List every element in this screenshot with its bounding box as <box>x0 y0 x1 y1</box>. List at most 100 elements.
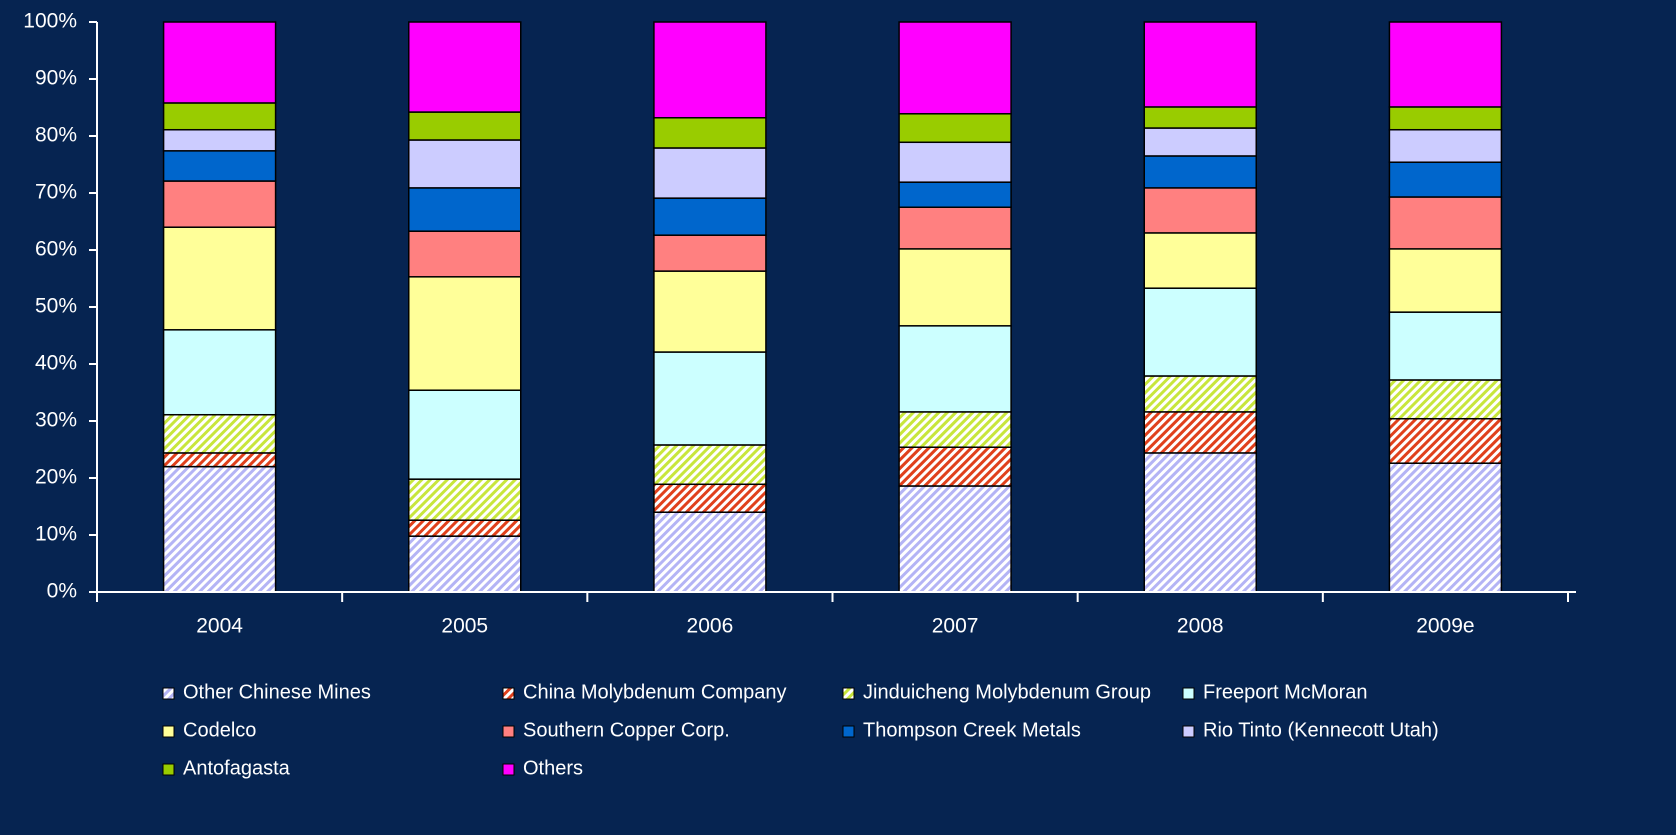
bar-segment <box>1388 379 1503 420</box>
legend-label: Codelco <box>183 719 256 741</box>
y-tick-label: 10% <box>35 523 77 546</box>
bar-segment <box>162 413 277 454</box>
y-tick-label: 20% <box>35 466 77 489</box>
legend-label: Jinduicheng Molybdenum Group <box>863 681 1151 703</box>
bar-segment <box>898 485 1012 593</box>
legend-label: Others <box>523 757 583 779</box>
bar-segment <box>653 444 767 486</box>
legend-swatch <box>502 763 515 776</box>
legend-swatch <box>502 725 515 738</box>
bar-segment <box>1388 248 1503 313</box>
bar-segment <box>653 511 767 593</box>
bar-segment <box>162 226 277 331</box>
bar-segment <box>898 446 1012 487</box>
bar-segment <box>898 113 1012 144</box>
legend-swatch <box>1182 687 1195 700</box>
bar-segment <box>1143 287 1257 377</box>
y-tick-label: 30% <box>35 409 77 432</box>
bar-segment <box>408 478 522 521</box>
x-tick-label: 2008 <box>1177 615 1224 638</box>
legend-swatch <box>842 725 855 738</box>
x-tick-label: 2004 <box>196 615 243 638</box>
bar-segment <box>162 465 277 593</box>
bar-segment <box>898 206 1012 250</box>
bar-segment <box>1388 128 1503 163</box>
legend-label: Freeport McMoran <box>1203 681 1368 703</box>
legend: Other Chinese Mines China Molybdenum Comp… <box>162 681 1439 779</box>
bar-segment <box>162 329 277 416</box>
bar-segment <box>898 325 1012 413</box>
bar-segment <box>1388 196 1503 250</box>
bar-segment <box>162 150 277 182</box>
bar-segment <box>653 21 767 119</box>
x-tick-label: 2007 <box>932 615 979 638</box>
bar-segment <box>162 21 277 104</box>
y-tick-label: 100% <box>23 10 77 33</box>
bar-segment <box>653 117 767 149</box>
legend-swatch <box>162 725 175 738</box>
legend-label: Antofagasta <box>183 757 291 779</box>
bar-segment <box>408 276 522 391</box>
bar-segment <box>1388 462 1503 593</box>
bar-segment <box>898 21 1012 115</box>
bar-segment <box>1143 187 1257 234</box>
y-tick-label: 90% <box>35 67 77 90</box>
bar-segment <box>1388 106 1503 131</box>
bar-segment <box>1388 417 1503 464</box>
bar-segment <box>1143 411 1257 454</box>
bar-segment <box>408 21 522 113</box>
bar-segment <box>408 187 522 232</box>
legend-label: Southern Copper Corp. <box>523 719 730 741</box>
bar-segment <box>162 128 277 152</box>
bar-segment <box>408 519 522 537</box>
legend-label: Thompson Creek Metals <box>863 719 1081 741</box>
bar-segment <box>653 351 767 446</box>
bar-segment <box>653 234 767 272</box>
bar-segment <box>898 248 1012 327</box>
y-tick-label: 40% <box>35 352 77 375</box>
y-tick-label: 50% <box>35 295 77 318</box>
bar-segment <box>1143 375 1257 413</box>
x-tick-label: 2006 <box>687 615 734 638</box>
bar-segment <box>1143 155 1257 189</box>
bar-segment <box>162 180 277 228</box>
bar-segment <box>653 270 767 353</box>
legend-swatch <box>162 687 175 700</box>
y-tick-label: 60% <box>35 238 77 261</box>
legend-label: Other Chinese Mines <box>183 681 371 703</box>
bar-segment <box>1388 21 1503 108</box>
bar-segment <box>408 139 522 189</box>
bar-segment <box>898 411 1012 448</box>
bar-segment <box>1143 232 1257 289</box>
bar-segment <box>408 230 522 278</box>
bar-segment <box>1143 127 1257 157</box>
bar-segment <box>898 181 1012 208</box>
y-tick-label: 0% <box>47 580 77 603</box>
bar-segment <box>1388 311 1503 381</box>
bar-segment <box>408 389 522 480</box>
bar-segment <box>408 111 522 141</box>
y-tick-label: 70% <box>35 181 77 204</box>
bar-segment <box>162 452 277 468</box>
bar-segment <box>162 102 277 131</box>
bar-segment <box>408 535 522 593</box>
x-tick-label: 2005 <box>441 615 488 638</box>
bar-segment <box>653 147 767 199</box>
bar-segment <box>653 197 767 236</box>
bar-segment <box>1143 106 1257 129</box>
legend-swatch <box>1182 725 1195 738</box>
y-tick-label: 80% <box>35 124 77 147</box>
legend-swatch <box>842 687 855 700</box>
legend-label: China Molybdenum Company <box>523 681 786 703</box>
bar-segment <box>653 483 767 513</box>
bar-segment <box>898 141 1012 183</box>
bar-segment <box>1388 161 1503 198</box>
bar-segment <box>1143 21 1257 108</box>
legend-swatch <box>162 763 175 776</box>
bar-segment <box>1143 452 1257 593</box>
legend-swatch <box>502 687 515 700</box>
legend-label: Rio Tinto (Kennecott Utah) <box>1203 719 1439 741</box>
x-tick-label: 2009e <box>1416 615 1474 638</box>
